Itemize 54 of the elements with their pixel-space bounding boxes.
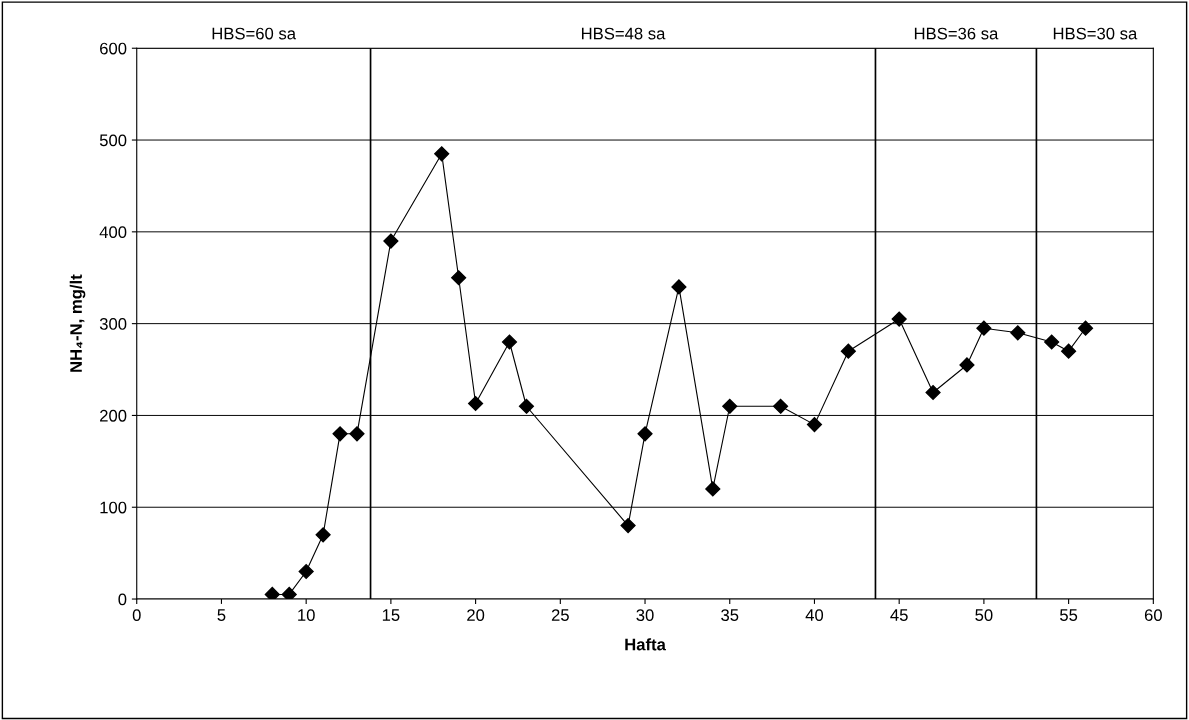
point (1077, 320, 1094, 336)
point (383, 233, 399, 249)
text: HBS=48 sa (581, 27, 666, 40)
point (1010, 325, 1026, 341)
text: HBS=36 sa (914, 27, 999, 40)
y-tick-label: 200 (100, 409, 127, 422)
point (315, 527, 331, 543)
point (518, 398, 534, 414)
y-axis-title: NH₄-N, mg/lt (69, 274, 86, 372)
x-axis-title: Hafta (625, 638, 666, 651)
x-tick-label: 0 (132, 609, 141, 621)
x-tick-label: 10 (298, 609, 315, 621)
y-tick-label: 300 (99, 318, 127, 330)
x-tick-label: 45 (890, 609, 908, 621)
point (264, 586, 280, 600)
point (671, 279, 687, 295)
point (959, 357, 975, 373)
text: HBS=30 sa (1053, 27, 1138, 40)
point (434, 146, 450, 162)
point (705, 481, 721, 497)
point (281, 586, 297, 600)
point (298, 563, 314, 580)
x-tick-label: 30 (636, 609, 654, 621)
point (332, 426, 348, 442)
y-tick-label: 600 (100, 42, 127, 55)
point (501, 334, 518, 350)
point (1044, 334, 1060, 350)
point (468, 395, 484, 412)
x-tick-label: 60 (1144, 609, 1162, 621)
y-tick-label: 500 (99, 134, 127, 147)
point (451, 270, 467, 286)
x-tick-label: 55 (1060, 609, 1078, 621)
point (349, 426, 365, 442)
y-tick-label: 400 (99, 226, 127, 239)
x-tick-label: 20 (467, 609, 485, 621)
point (637, 426, 653, 442)
x-tick-label: 5 (217, 609, 226, 621)
text: HBS=60 sa (212, 27, 297, 40)
y-tick-label: 100 (100, 501, 127, 514)
point (976, 320, 992, 336)
point (1061, 343, 1077, 359)
x-tick-label: 25 (551, 609, 569, 621)
x-tick-label: 50 (975, 609, 993, 621)
point (620, 518, 636, 534)
x-tick-label: 15 (382, 609, 400, 621)
point (722, 398, 738, 414)
point (925, 384, 941, 401)
point (891, 311, 907, 327)
x-tick-label: 40 (805, 609, 824, 621)
x-tick-label: 35 (721, 609, 739, 621)
y-tick-label: 0 (118, 593, 127, 606)
point (806, 417, 823, 433)
point (840, 343, 856, 359)
point (773, 398, 789, 414)
